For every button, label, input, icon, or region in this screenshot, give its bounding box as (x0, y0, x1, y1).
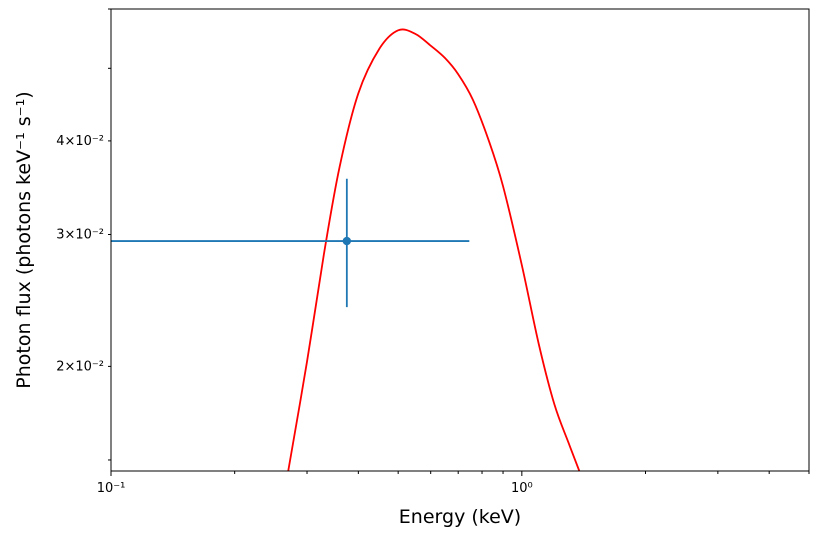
x-tick-label: 10⁰ (511, 481, 533, 496)
y-axis: 2×10⁻² 3×10⁻² 4×10⁻² (56, 8, 111, 461)
x-axis: 10⁻¹ 10⁰ (97, 471, 810, 496)
plot-marks (111, 28, 581, 471)
x-axis-label: Energy (keV) (399, 506, 521, 528)
data-point-errorbar (111, 178, 470, 308)
x-tick-label: 10⁻¹ (97, 481, 126, 496)
y-tick-label: 4×10⁻² (56, 134, 104, 149)
y-tick-label: 3×10⁻² (56, 227, 104, 242)
y-axis-label: Photon flux (photons keV⁻¹ s⁻¹) (13, 91, 35, 388)
y-tick-label: 2×10⁻² (56, 359, 104, 374)
plot-frame (110, 8, 810, 472)
model-curve (287, 28, 581, 471)
data-point (342, 236, 352, 246)
